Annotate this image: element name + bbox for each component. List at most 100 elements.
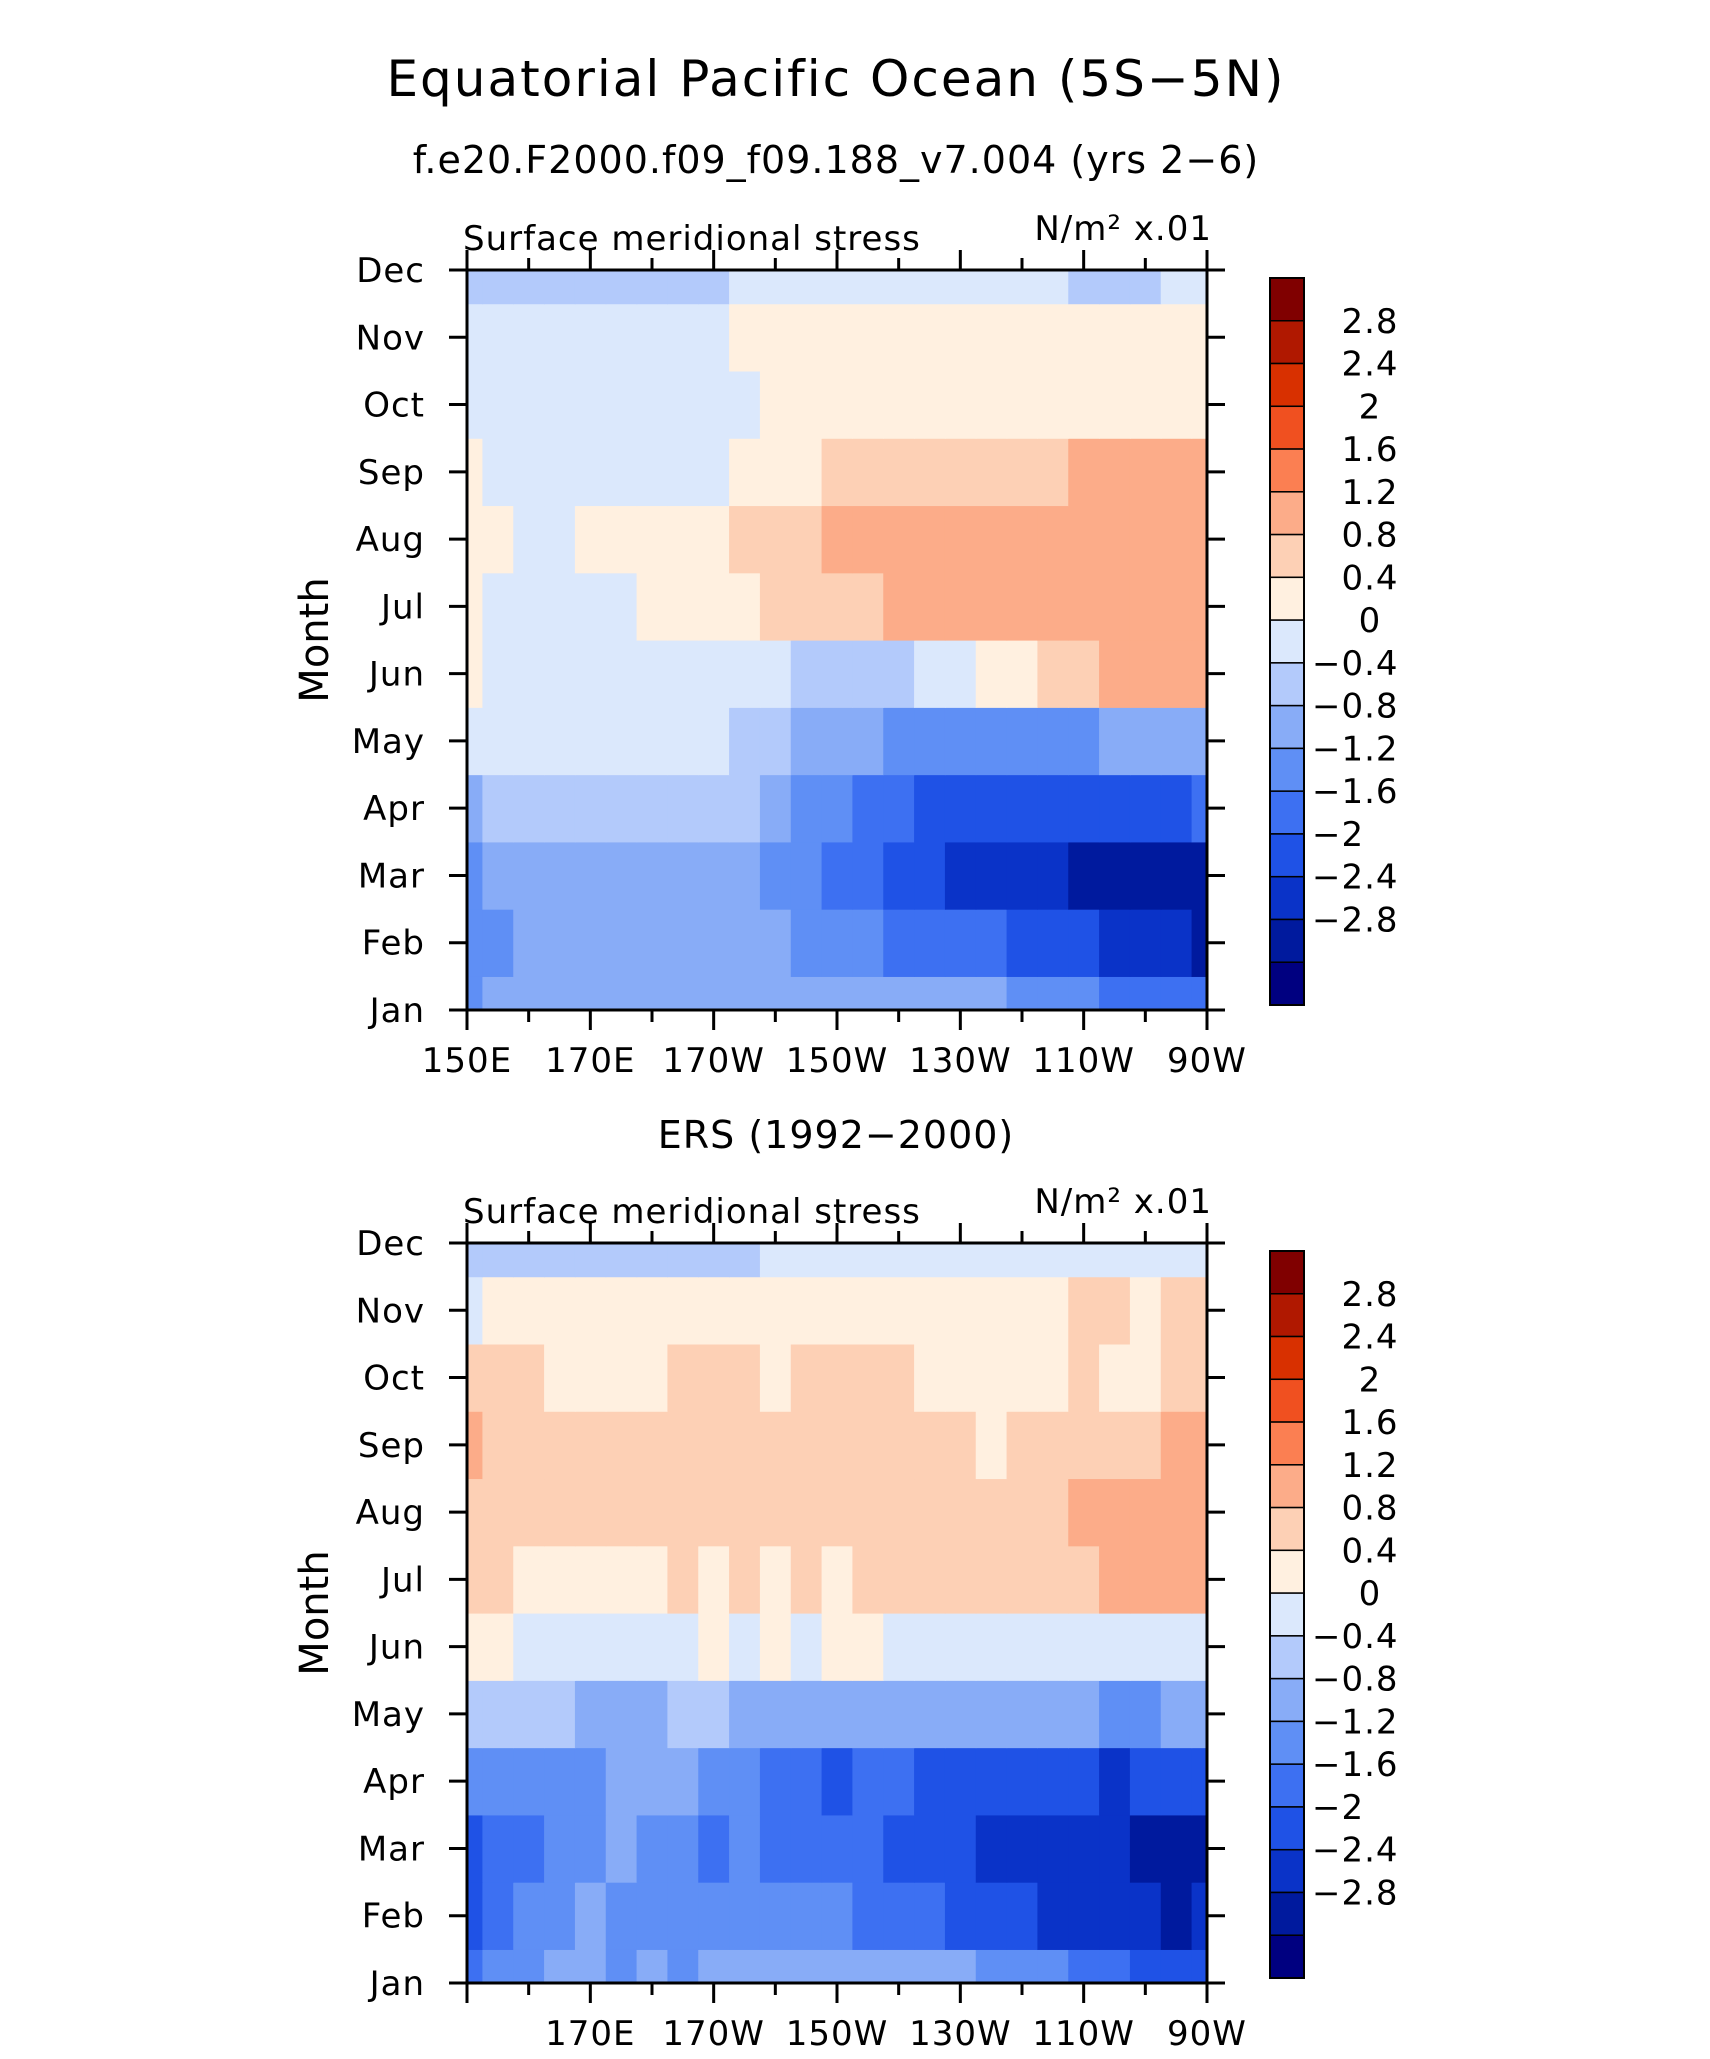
heatmap-cell — [605, 438, 638, 507]
heatmap-cell — [729, 1814, 761, 1883]
heatmap-cell — [667, 976, 699, 1011]
heatmap-cell — [636, 1478, 669, 1547]
heatmap-cell — [1037, 303, 1069, 372]
heatmap-cell — [1160, 774, 1193, 843]
colorbar-label: −1.6 — [1312, 1745, 1399, 1785]
units-label: N/m² x.01 — [1034, 209, 1212, 249]
heatmap-cell — [821, 1814, 854, 1883]
colorbar: 2.82.421.61.20.80.40−0.4−0.8−1.2−1.6−2−2… — [1269, 1250, 1399, 1979]
heatmap-cell — [1099, 572, 1131, 641]
heatmap-cell — [975, 640, 1008, 708]
heatmap-cell — [544, 1411, 576, 1480]
heatmap-cell — [1099, 1613, 1131, 1681]
heatmap-cell — [544, 841, 576, 910]
heatmap-cell — [1037, 1680, 1069, 1749]
heatmap-cell — [1191, 1545, 1208, 1614]
heatmap-cell — [759, 1949, 792, 1984]
heatmap-cell — [1099, 270, 1131, 305]
heatmap-cell — [1160, 572, 1193, 641]
chart-panel-1: f.e20.F2000.f09_f09.188_v7.004 (yrs 2−6)… — [292, 138, 1398, 1081]
heatmap-cell — [1129, 1680, 1162, 1749]
heatmap-cell — [636, 572, 669, 641]
heatmap-cell — [975, 1545, 1008, 1614]
heatmap-cell — [790, 1949, 823, 1984]
heatmap-cell — [759, 909, 792, 977]
heatmap-cell — [852, 1276, 884, 1345]
heatmap-cell — [1191, 1478, 1208, 1547]
heatmap-cell — [467, 1411, 484, 1480]
heatmap-cell — [1160, 1243, 1193, 1278]
colorbar-box — [1269, 1421, 1305, 1466]
heatmap-cell — [1006, 1545, 1039, 1614]
heatmap-cell — [667, 1949, 699, 1984]
x-tick-label: 130W — [909, 2014, 1012, 2054]
heatmap-cell — [944, 1545, 977, 1614]
heatmap-cell — [914, 1243, 946, 1278]
heatmap-cell — [852, 1680, 884, 1749]
heatmap-cell — [482, 774, 514, 843]
heatmap-cell — [1068, 774, 1100, 843]
heatmap-cell — [482, 1814, 514, 1883]
heatmap-cell — [1160, 1680, 1193, 1749]
heatmap-cell — [944, 1276, 977, 1345]
heatmap-cell — [1068, 1478, 1100, 1547]
heatmap-cell — [544, 976, 576, 1011]
heatmap-cell — [944, 1949, 977, 1984]
heatmap-cell — [1099, 1882, 1131, 1950]
panel-title: ERS (1992−2000) — [658, 1113, 1015, 1157]
y-axis-label: Month — [292, 577, 338, 702]
heatmap-cell — [1006, 707, 1039, 776]
heatmap-cell — [852, 1814, 884, 1883]
heatmap-cell — [759, 1747, 792, 1816]
heatmap-cell — [883, 1814, 915, 1883]
colorbar-label: 1.6 — [1341, 1403, 1398, 1443]
heatmap-cell — [482, 640, 514, 708]
heatmap-cell — [698, 1747, 730, 1816]
heatmap-cell — [636, 303, 669, 372]
heatmap-cell — [944, 640, 977, 708]
heatmap-cell — [729, 1747, 761, 1816]
heatmap-cell — [482, 370, 514, 439]
heatmap-cell — [544, 774, 576, 843]
heatmap-cell — [944, 1882, 977, 1950]
heatmap-cell — [1037, 1411, 1069, 1480]
heatmap-cell — [544, 1243, 576, 1278]
colorbar-box — [1269, 1592, 1305, 1637]
heatmap-cell — [1099, 303, 1131, 372]
heatmap-cell — [574, 1411, 607, 1480]
heatmap-cell — [698, 1243, 730, 1278]
colorbar-box — [1269, 1464, 1305, 1509]
heatmap-cell — [636, 1680, 669, 1749]
heatmap-cell — [467, 370, 484, 439]
heatmap-cell — [1006, 1243, 1039, 1278]
heatmap-cell — [698, 774, 730, 843]
heatmap-cell — [467, 1478, 484, 1547]
x-tick-label: 90W — [1167, 2014, 1247, 2054]
heatmap-cell — [605, 303, 638, 372]
heatmap-cell — [790, 438, 823, 507]
heatmap-cell — [574, 841, 607, 910]
y-tick-label: Jun — [367, 1628, 425, 1668]
heatmap-cell — [1099, 1276, 1131, 1345]
heatmap-cell — [574, 1747, 607, 1816]
heatmap-cell — [790, 1478, 823, 1547]
heatmap-cell — [790, 370, 823, 439]
heatmap-cell — [636, 505, 669, 574]
heatmap-cell — [1068, 976, 1100, 1011]
heatmap-cell — [729, 707, 761, 776]
heatmap-cell — [914, 370, 946, 439]
colorbar-box — [1269, 1806, 1305, 1851]
heatmap-cell — [1068, 1545, 1100, 1614]
heatmap-cell — [467, 505, 484, 574]
heatmap-cell — [513, 1276, 545, 1345]
heatmap-cell — [1006, 270, 1039, 305]
heatmap-cell — [1191, 505, 1208, 574]
heatmap-cell — [1037, 572, 1069, 641]
heatmap-cell — [1099, 909, 1131, 977]
heatmap-cell — [574, 1276, 607, 1345]
heatmap-cell — [914, 976, 946, 1011]
heatmap-cell — [1037, 909, 1069, 977]
heatmap-cell — [1099, 1343, 1131, 1412]
heatmap-cell — [1191, 572, 1208, 641]
colorbar-label: −2.8 — [1312, 1873, 1399, 1913]
